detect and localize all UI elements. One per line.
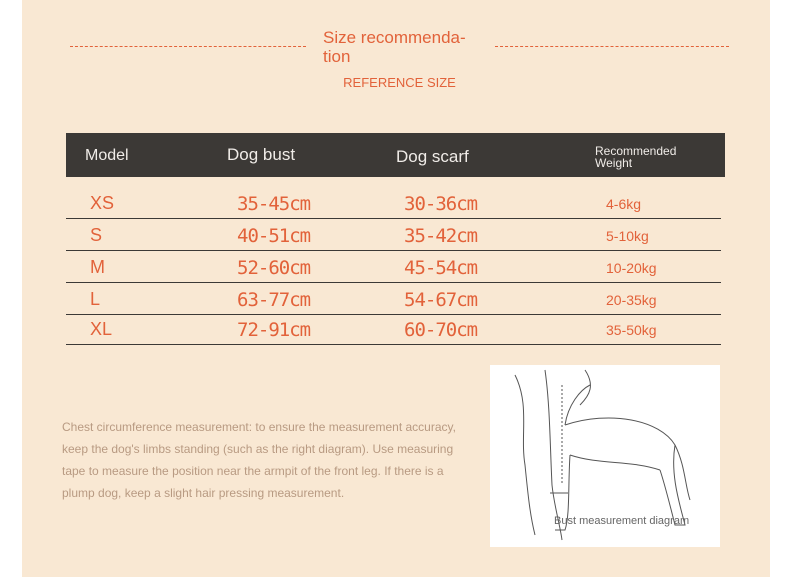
table-row: S 40-51cm 35-42cm 5-10kg	[66, 218, 721, 251]
diagram-caption: Bust measurement diagram	[554, 515, 690, 527]
cell-bust: 52-60cm	[237, 257, 311, 279]
dog-measurement-illustration	[514, 369, 691, 541]
cell-model: L	[90, 289, 101, 309]
measurement-description: Chest circumference measurement: to ensu…	[62, 420, 456, 500]
cell-weight: 35-50kg	[606, 322, 657, 338]
header-scarf: Dog scarf	[396, 147, 469, 166]
cell-scarf: 54-67cm	[404, 289, 478, 311]
cell-weight: 20-35kg	[606, 292, 657, 308]
table-row: XL 72-91cm 60-70cm 35-50kg	[66, 312, 721, 345]
cell-scarf: 35-42cm	[404, 225, 478, 247]
cell-weight: 5-10kg	[606, 228, 649, 244]
header-weight: Recommended Weight	[595, 144, 677, 170]
header-bust: Dog bust	[227, 145, 296, 164]
cell-scarf: 30-36cm	[404, 193, 478, 215]
cell-bust: 40-51cm	[237, 225, 311, 247]
divider-right	[495, 46, 729, 47]
cell-scarf: 45-54cm	[404, 257, 478, 279]
table-header: Model Dog bust Dog scarf Recommended Wei…	[66, 133, 725, 177]
table-row: M 52-60cm 45-54cm 10-20kg	[66, 250, 721, 283]
table-row: L 63-77cm 54-67cm 20-35kg	[66, 282, 721, 315]
table-row: XS 35-45cm 30-36cm 4-6kg	[66, 186, 721, 219]
cell-model: M	[90, 257, 105, 277]
cell-weight: 10-20kg	[606, 260, 657, 276]
cell-model: XL	[90, 319, 113, 339]
cell-bust: 72-91cm	[237, 319, 311, 341]
page-title: Size recommenda-tion	[323, 28, 466, 66]
subtitle: REFERENCE SIZE	[0, 75, 791, 90]
cell-bust: 63-77cm	[237, 289, 311, 311]
cell-model: S	[90, 225, 103, 245]
header-model: Model	[85, 147, 129, 164]
cell-weight: 4-6kg	[606, 196, 642, 212]
bust-diagram: Bust measurement diagram	[490, 365, 720, 547]
divider-left	[70, 46, 306, 47]
cell-scarf: 60-70cm	[404, 319, 478, 341]
cell-model: XS	[90, 193, 115, 213]
cell-bust: 35-45cm	[237, 193, 311, 215]
subtitle-text: REFERENCE SIZE	[343, 75, 456, 90]
